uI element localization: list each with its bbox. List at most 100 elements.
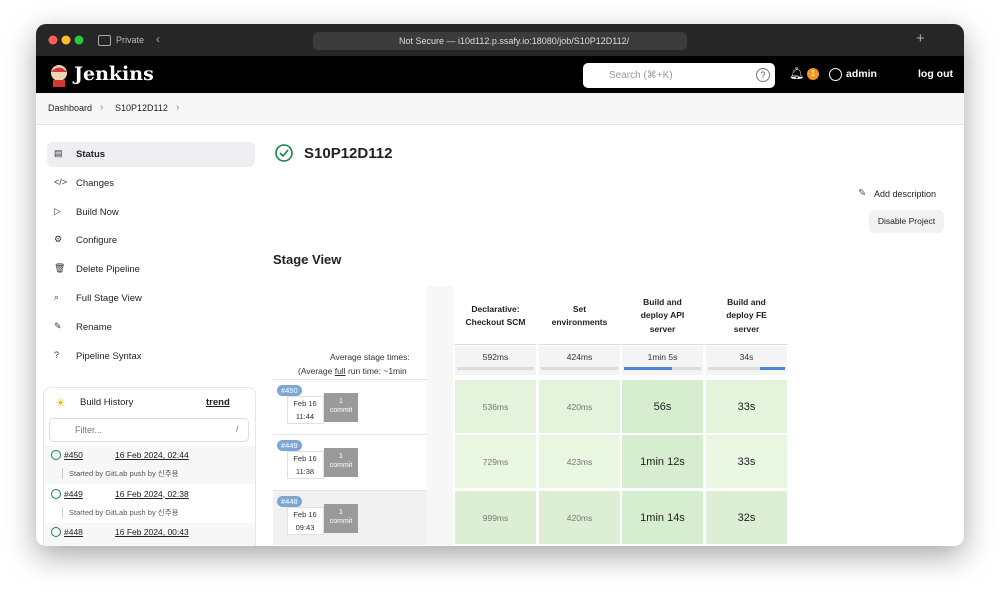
stage-cell[interactable]: 423ms: [538, 434, 621, 489]
build-history-title: Build History: [80, 397, 134, 408]
avg-bar-fill: [624, 367, 672, 370]
stage-cell[interactable]: 729ms: [454, 434, 537, 489]
stage-cell[interactable]: 33s: [705, 379, 788, 434]
build-row-bg: [44, 446, 255, 484]
commit-count[interactable]: 1: [338, 507, 344, 516]
sidebar-icon[interactable]: [98, 35, 111, 46]
build-number[interactable]: #448: [64, 527, 83, 537]
sidebar-item[interactable]: Pipeline Syntax: [76, 350, 142, 362]
active-highlight: [47, 142, 255, 167]
build-number[interactable]: #450: [64, 450, 83, 460]
avg-bar-track: [541, 367, 618, 370]
stage-cell[interactable]: 33s: [705, 434, 788, 489]
breadcrumb[interactable]: S10P12D112: [115, 103, 168, 113]
avg-bar-track: [708, 367, 785, 370]
stage-cell[interactable]: 56s: [621, 379, 704, 434]
stage-cell[interactable]: 999ms: [454, 490, 537, 545]
avg-run-part: run time: ~1min: [345, 366, 407, 376]
build-number[interactable]: #449: [64, 488, 83, 499]
url-bar[interactable]: Not Secure — i10d112.p.ssafy.io:18080/jo…: [313, 32, 687, 50]
commit-count[interactable]: 1: [338, 396, 344, 405]
breadcrumb[interactable]: Dashboard: [48, 103, 93, 113]
stage-cell[interactable]: 536ms: [454, 379, 537, 434]
commit-label[interactable]: commit: [329, 462, 353, 469]
sidebar-item[interactable]: Delete Pipeline: [76, 264, 140, 276]
notification-badge[interactable]: 1: [807, 68, 819, 80]
build-date[interactable]: 16 Feb 2024, 02:44: [115, 450, 189, 460]
user-menu[interactable]: admin: [846, 68, 877, 80]
breadcrumb-bar: Dashboard › S10P12D112 ›: [36, 93, 964, 125]
date-box: [287, 451, 324, 479]
disable-button[interactable]: Disable Project: [869, 210, 944, 233]
stage-gap: [427, 286, 453, 546]
stage-average: 592ms: [454, 345, 537, 376]
sun-icon: ☀: [55, 396, 66, 410]
url: Not Secure — i10d112.p.ssafy.io:18080/jo…: [399, 36, 630, 46]
trend-link[interactable]: trend: [206, 397, 230, 408]
sidebar-item[interactable]: Changes: [76, 177, 115, 189]
sidebar-icon: ✎: [54, 320, 62, 331]
run-time: 09:43: [295, 523, 315, 532]
avg-run-part: full: [334, 366, 346, 376]
jenkins-logo[interactable]: [48, 63, 70, 87]
commit-label[interactable]: commit: [329, 407, 353, 414]
commit-count[interactable]: 1: [338, 451, 344, 460]
separator: ›: [100, 102, 104, 113]
avg-run: (Average full run time: ~1min: [298, 366, 407, 376]
run-time: 11:44: [295, 412, 315, 421]
stage-cell[interactable]: 420ms: [538, 379, 621, 434]
sidebar-icon: ⌕: [54, 292, 60, 302]
commit-box: [324, 504, 358, 533]
pencil-icon: ✎: [858, 188, 867, 199]
build-history: ☀ Build History trend Filter... / #450 16…: [43, 387, 256, 546]
sidebar-item[interactable]: Configure: [76, 235, 118, 247]
filter-box[interactable]: Filter... /: [49, 418, 249, 442]
sidebar-icon: ▤: [54, 148, 63, 158]
search-box[interactable]: Search (⌘+K) ?: [583, 63, 775, 88]
commit-label[interactable]: commit: [329, 518, 353, 525]
run-badge[interactable]: #449: [277, 440, 302, 451]
date-box: [287, 507, 324, 535]
stage-header: Build and deploy API server: [621, 287, 704, 345]
build-date[interactable]: 16 Feb 2024, 02:38: [115, 488, 189, 499]
stage-cell[interactable]: 32s: [705, 490, 788, 545]
new-tab[interactable]: +: [916, 30, 925, 47]
commit-box: [324, 393, 358, 422]
bell-icon[interactable]: 🔔︎: [789, 66, 805, 80]
user-icon: [829, 68, 842, 81]
stage-average: 34s: [705, 345, 788, 376]
avg-run-part: (Average: [298, 366, 335, 376]
status-icon: [275, 144, 293, 162]
stage-header: Declarative: Checkout SCM: [454, 287, 537, 345]
sidebar-icon: 🗑︎: [54, 263, 66, 274]
job-title: S10P12D112: [304, 145, 393, 162]
run-badge[interactable]: #448: [277, 496, 302, 507]
sidebar-item[interactable]: Build Now: [76, 206, 119, 218]
stage-average: 1min 5s: [621, 345, 704, 376]
stage-cell[interactable]: 420ms: [538, 490, 621, 545]
run-badge[interactable]: #450: [277, 385, 302, 396]
success-icon: [51, 488, 61, 499]
add-description[interactable]: Add description: [874, 189, 937, 199]
stage-header: Build and deploy FE server: [705, 287, 788, 345]
build-row-bg: [44, 523, 255, 546]
run-date: Feb 16: [293, 399, 317, 408]
sidebar-item[interactable]: Status: [76, 149, 106, 160]
build-cause: Started by GitLab push by 신주용: [62, 506, 179, 518]
brand[interactable]: Jenkins: [74, 63, 154, 85]
separator: ›: [176, 102, 180, 113]
filter-placeholder: Filter...: [75, 425, 103, 435]
build-date[interactable]: 16 Feb 2024, 00:43: [115, 527, 189, 537]
browser-window: Private ‹ Not Secure — i10d112.p.ssafy.i…: [36, 24, 964, 546]
sidebar-item[interactable]: Rename: [76, 321, 112, 333]
private-label: Private: [116, 35, 145, 45]
logout[interactable]: log out: [918, 68, 953, 80]
success-icon: [51, 527, 61, 537]
stage-cell[interactable]: 1min 14s: [621, 490, 704, 545]
title-bar: Private ‹ Not Secure — i10d112.p.ssafy.i…: [36, 24, 964, 56]
window-controls: [48, 35, 84, 45]
stage-cell[interactable]: 1min 12s: [621, 434, 704, 489]
back-button[interactable]: ‹: [156, 32, 160, 46]
sidebar-item[interactable]: Full Stage View: [76, 293, 142, 304]
